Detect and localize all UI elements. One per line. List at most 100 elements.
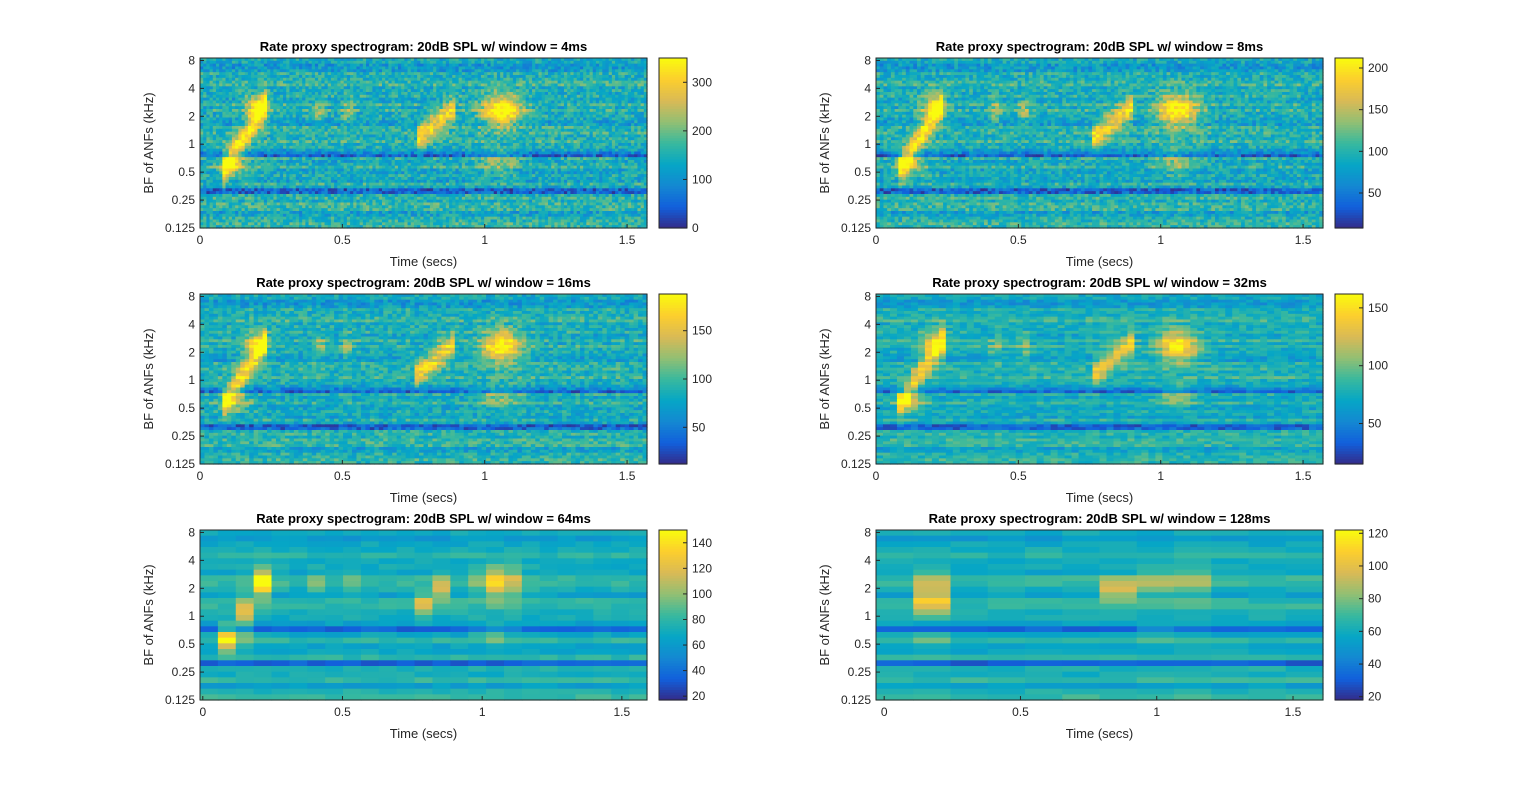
heatmap-cell [381,100,386,104]
heatmap-cell [327,89,332,93]
heatmap-cell [522,77,527,82]
heatmap-cell [372,111,377,116]
heatmap-cell [477,80,482,85]
heatmap-cell [420,58,425,62]
heatmap-cell [298,69,303,73]
heatmap-cell [583,89,587,93]
heatmap-cell [391,114,396,119]
heatmap-cell [548,89,552,93]
heatmap-cell [385,60,389,65]
heatmap-cell [618,86,623,90]
heatmap-cell [611,80,616,85]
heatmap-cell [321,75,326,79]
heatmap-cell [579,114,584,119]
heatmap-cell [340,72,345,76]
heatmap-cell [334,109,338,113]
heatmap-cell [212,80,217,85]
heatmap-cell [442,126,447,130]
heatmap-cell [247,123,252,127]
heatmap-cell [452,94,457,99]
heatmap-cell [643,86,648,90]
heatmap-cell [525,109,530,113]
heatmap-cell [512,92,517,96]
heatmap-cell [267,106,271,110]
heatmap-cell [579,83,584,87]
heatmap-cell [228,126,233,130]
heatmap-cell [327,100,332,104]
spectrogram-panel-1: Rate proxy spectrogram: 20dB SPL w/ wind… [141,39,712,269]
heatmap-cell [595,86,600,90]
heatmap-cell [548,60,552,65]
heatmap-cell [206,106,211,110]
heatmap-cell [631,106,635,110]
heatmap-cell [247,60,252,65]
heatmap-cell [436,80,441,85]
heatmap-cell [640,117,645,121]
heatmap-cell [404,66,409,70]
heatmap-cell [305,89,310,93]
heatmap-cell [212,58,217,62]
heatmap-cell [621,114,626,119]
heatmap-cell [289,60,294,65]
heatmap-cell [599,120,603,124]
heatmap-cell [337,103,342,107]
heatmap-cell [413,69,418,73]
heatmap-cell [385,109,389,113]
heatmap-cell [254,114,259,119]
heatmap-cell [413,120,418,124]
heatmap-cell [215,63,220,68]
heatmap-cell [270,63,275,68]
heatmap-cell [477,103,482,107]
heatmap-cell [637,63,642,68]
heatmap-cell [583,109,587,113]
heatmap-cell [295,106,300,110]
heatmap-cell [528,72,533,76]
heatmap-cell [292,83,297,87]
heatmap-cell [570,117,575,121]
heatmap-cell [458,80,463,85]
heatmap-cell [592,123,597,127]
heatmap-cell [532,69,536,73]
heatmap-cell [209,126,214,130]
heatmap-cell [615,72,619,76]
heatmap-cell [241,111,246,116]
heatmap-cell [586,77,591,82]
heatmap-cell [474,72,479,76]
heatmap-cell [560,66,565,70]
heatmap-cell [535,83,540,87]
heatmap-cell [311,94,316,99]
heatmap-cell [576,86,581,90]
heatmap-cell [548,86,552,90]
heatmap-cell [611,60,616,65]
heatmap-cell [254,126,259,130]
heatmap-cell [420,69,425,73]
heatmap-cell [445,94,450,99]
heatmap-cell [624,120,629,124]
heatmap-cell [404,75,409,79]
heatmap-cell [388,58,393,62]
heatmap-cell [260,109,265,113]
heatmap-cell [573,89,578,93]
heatmap-cell [260,94,265,99]
heatmap-cell [222,111,227,116]
heatmap-cell [276,100,281,104]
heatmap-cell [212,89,217,93]
heatmap-cell [429,69,434,73]
heatmap-cell [506,120,511,124]
heatmap-cell [206,120,211,124]
heatmap-cell [401,109,405,113]
heatmap-cell [260,66,265,70]
heatmap-cell [359,120,364,124]
heatmap-cell [480,123,485,127]
heatmap-cell [445,106,450,110]
heatmap-cell [433,114,437,119]
heatmap-cell [251,80,255,85]
heatmap-cell [353,86,358,90]
heatmap-cell [493,92,498,96]
heatmap-cell [356,69,361,73]
heatmap-cell [231,60,236,65]
heatmap-cell [551,114,555,119]
heatmap-cell [215,83,220,87]
heatmap-cell [439,111,444,116]
heatmap-cell [487,109,492,113]
